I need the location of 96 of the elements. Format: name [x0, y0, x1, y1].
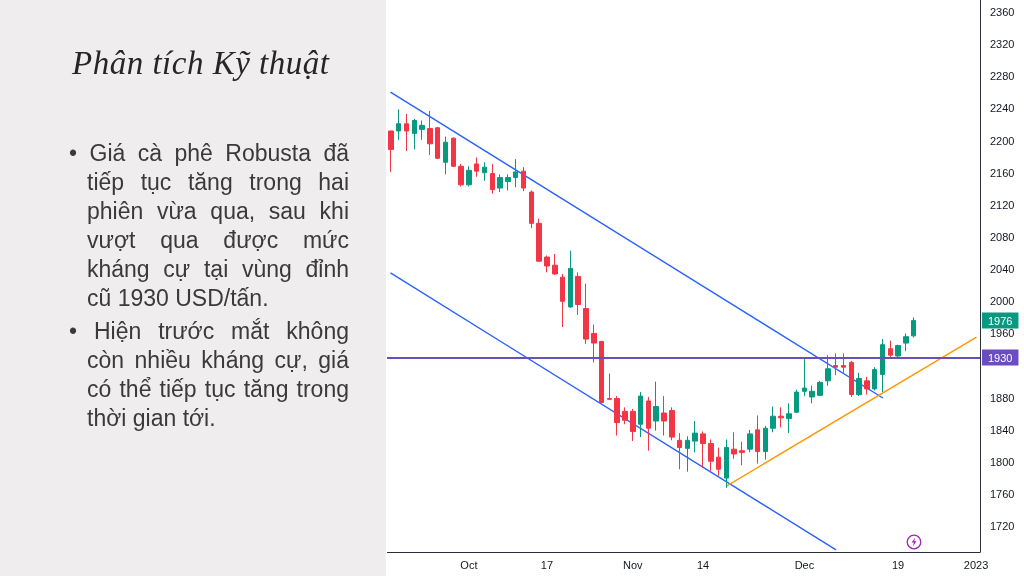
text: • Hiện trước mắt không còn nhiều kháng cự, giá có thể tiếp tục tăng trong thời gian tới. [69, 317, 349, 433]
candlestick [739, 441, 745, 466]
y-tick-label: 2040 [990, 263, 1015, 276]
candlestick [552, 253, 558, 276]
candlestick [685, 435, 690, 473]
y-tick-label: 1960 [990, 327, 1015, 340]
candlestick [872, 366, 877, 391]
candlestick [560, 273, 565, 328]
candlestick [653, 381, 659, 432]
candlestick [770, 406, 776, 433]
candlestick [888, 340, 893, 359]
candlestick [458, 163, 464, 187]
candlestick [521, 166, 526, 192]
candlestick [513, 158, 518, 188]
candlestick [388, 130, 394, 173]
candlestick [396, 108, 401, 141]
ref-line-label: 1930 [988, 351, 1013, 364]
y-tick-label: 2320 [990, 38, 1015, 51]
y-tick-label: 2240 [990, 102, 1015, 115]
candlestick [583, 283, 589, 345]
x-tick-label: 17 [540, 558, 554, 571]
candlestick [903, 332, 909, 352]
candlestick [911, 316, 916, 338]
candlestick [599, 340, 604, 404]
candlestick [614, 395, 620, 436]
y-tick-label: 2280 [990, 70, 1015, 83]
y-tick-label: 2200 [990, 134, 1015, 147]
candlestick [607, 373, 612, 401]
candlestick [849, 360, 854, 398]
x-tick-label: Oct [460, 558, 478, 571]
candlestick [404, 113, 409, 152]
candlestick [669, 406, 675, 441]
candlestick [825, 354, 831, 387]
y-tick-label: 1880 [990, 391, 1015, 404]
candlestick [817, 380, 823, 397]
candlestick [802, 358, 807, 397]
candlestick [833, 353, 838, 376]
y-tick-label: 1760 [990, 488, 1015, 501]
candlestick [677, 432, 682, 470]
y-tick-label: 2160 [990, 166, 1015, 179]
candlestick [724, 439, 729, 489]
candlestick [490, 163, 495, 195]
y-tick-label: 2120 [990, 198, 1015, 211]
candlestick [536, 218, 542, 263]
candlestick [778, 406, 784, 428]
text: • Giá cà phê Robusta đã tiếp tục tăng trong hai phiên vừa qua, sau khi vượt qua được mức kháng cự tại vùng đỉnh cũ 1930 USD/tấn. [69, 139, 349, 313]
candlestick [841, 353, 846, 374]
candlestick [412, 118, 417, 150]
candlestick [895, 344, 901, 360]
candlestick [419, 120, 425, 141]
candlestick [747, 429, 753, 453]
x-tick-label: 14 [696, 558, 710, 571]
x-tick-label: 2023 [963, 558, 989, 571]
candlestick [864, 376, 870, 396]
candlestick [809, 385, 815, 404]
y-tick-label: 1800 [990, 456, 1015, 469]
candlestick [755, 414, 760, 465]
candlestick [474, 156, 479, 178]
x-tick-label: Nov [623, 558, 644, 571]
x-tick-label: Dec [794, 558, 815, 571]
candlestick [692, 420, 698, 453]
candlestick [544, 255, 550, 273]
candlestick [435, 126, 440, 160]
text: Phân tích Kỹ thuật [72, 45, 330, 82]
candlestick [568, 250, 573, 309]
candlestick [763, 425, 768, 461]
y-tick-label: 2080 [990, 231, 1015, 244]
candlestick [443, 136, 448, 175]
y-tick-label: 2360 [990, 6, 1015, 19]
candlestick [716, 447, 721, 477]
y-tick-label: 1840 [990, 423, 1015, 436]
candlestick [700, 430, 706, 469]
x-tick-label: 19 [891, 558, 905, 571]
annotation: 1976 [988, 314, 1013, 327]
candlestick [482, 161, 487, 182]
candlestick [427, 110, 433, 156]
candlestick [466, 165, 472, 187]
candlestick [786, 402, 792, 434]
candlestick [451, 136, 456, 168]
candlestick [708, 439, 714, 472]
candlestick [794, 389, 799, 414]
candlestick [856, 372, 862, 397]
candlestick [497, 173, 503, 193]
candlestick [638, 391, 643, 438]
candlestick [630, 408, 636, 442]
y-tick-label: 2000 [990, 295, 1015, 308]
candlestick [505, 173, 511, 191]
candlestick [575, 271, 581, 316]
candlestick [591, 324, 597, 363]
y-tick-label: 1720 [990, 520, 1015, 533]
candlestick [646, 396, 651, 452]
candlestick [880, 338, 885, 393]
candlestick [529, 189, 534, 229]
candlestick [731, 431, 737, 460]
candlestick [661, 395, 667, 436]
candlestick [622, 406, 628, 425]
